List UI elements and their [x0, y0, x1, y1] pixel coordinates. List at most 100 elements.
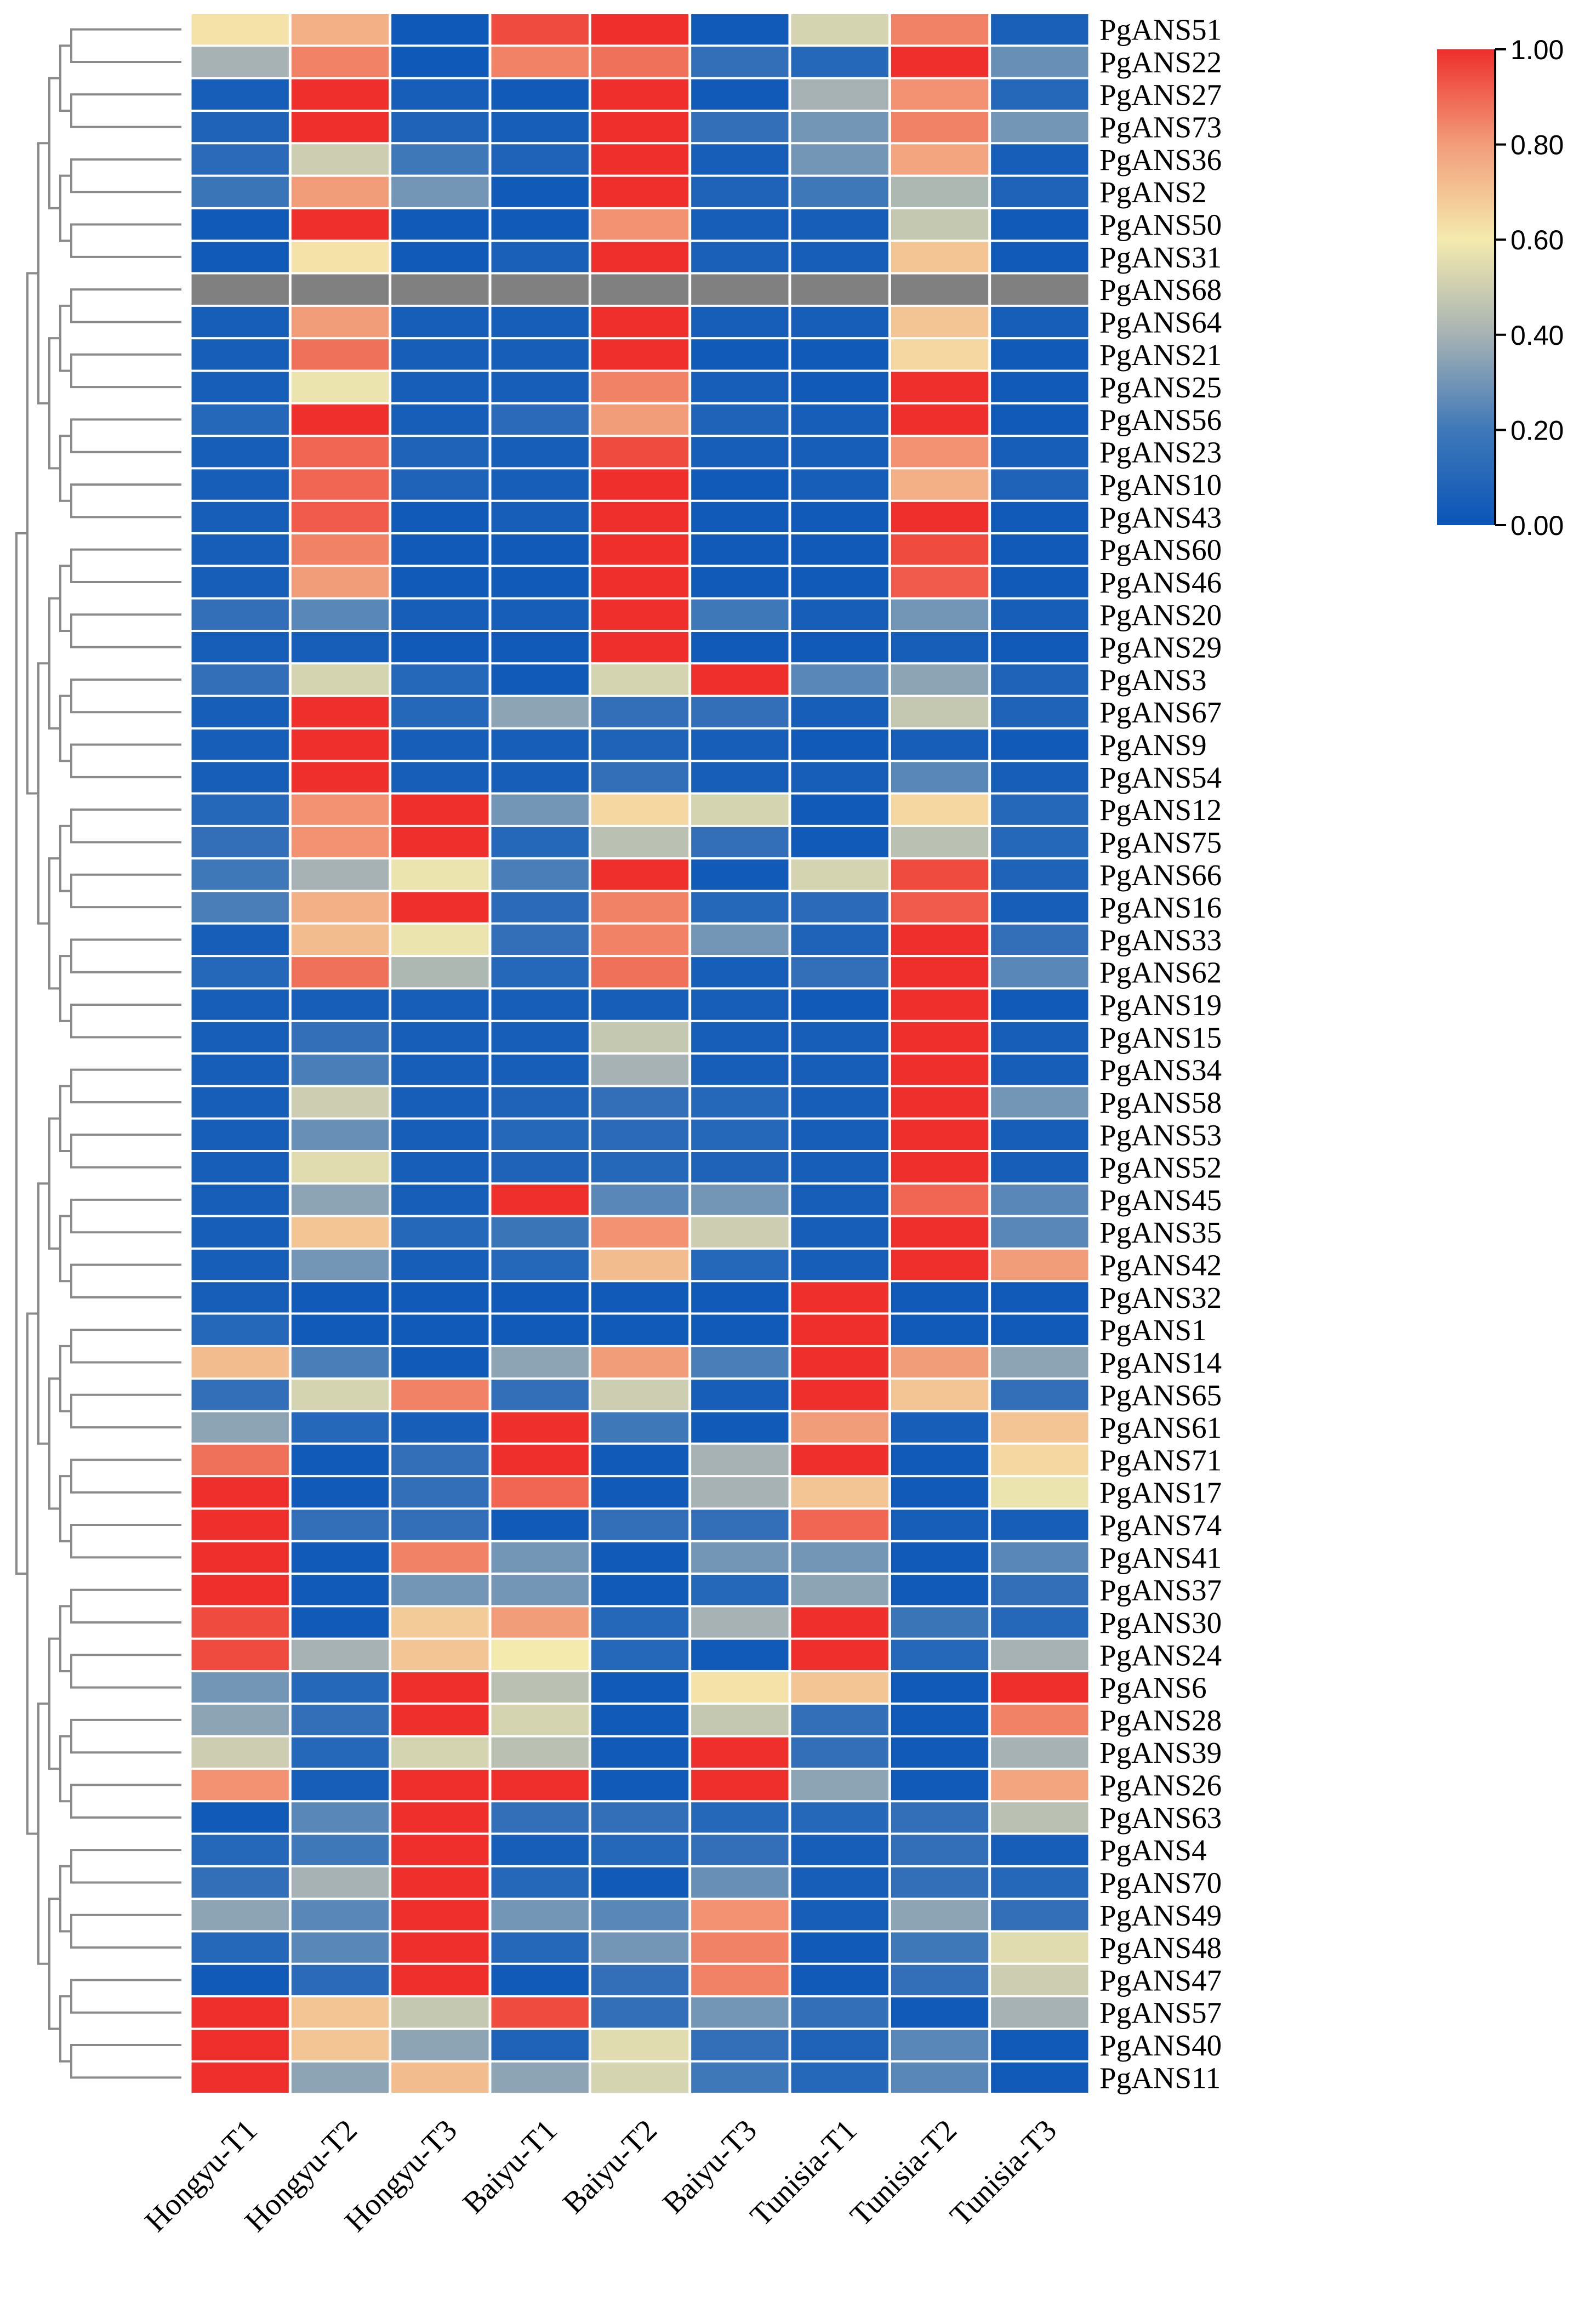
heatmap-cell: [790, 1931, 890, 1964]
heatmap-cell: [190, 143, 290, 176]
heatmap-cell: [390, 923, 491, 956]
heatmap-cell: [390, 1866, 491, 1899]
heatmap-cell: [689, 2061, 790, 2094]
heatmap-cell: [390, 1021, 491, 1054]
heatmap-cell: [490, 1768, 590, 1802]
heatmap-cell: [689, 338, 790, 371]
row-label: PgANS37: [1099, 1574, 1222, 1607]
heatmap-cell: [190, 663, 290, 697]
heatmap-cell: [790, 761, 890, 794]
heatmap-cell: [190, 1833, 290, 1867]
heatmap-cell: [689, 1606, 790, 1639]
heatmap-cell: [290, 1086, 391, 1119]
heatmap-cell: [590, 371, 691, 404]
heatmap-cell: [290, 1313, 391, 1347]
heatmap-cell: [490, 403, 590, 436]
heatmap-cell: [490, 1606, 590, 1639]
heatmap-cell: [390, 1346, 491, 1379]
heatmap-cell: [190, 1574, 290, 1607]
heatmap-cell: [890, 403, 990, 436]
heatmap-cell: [689, 2029, 790, 2062]
heatmap-cell: [590, 1346, 691, 1379]
heatmap-cell: [890, 1021, 990, 1054]
heatmap-cell: [290, 533, 391, 566]
heatmap-cell: [390, 1574, 491, 1607]
heatmap-cell: [190, 1411, 290, 1444]
heatmap-cell: [790, 175, 890, 209]
heatmap-cell: [989, 1574, 1090, 1607]
heatmap-cell: [590, 305, 691, 339]
heatmap-cell: [290, 1899, 391, 1932]
heatmap-cell: [989, 1183, 1090, 1217]
heatmap-cell: [689, 1183, 790, 1217]
heatmap-cell: [989, 1411, 1090, 1444]
dendrogram-branch: [26, 272, 38, 795]
heatmap-cell: [390, 1704, 491, 1737]
heatmap-cell: [790, 241, 890, 274]
column-label: Tunisia-T2: [843, 2113, 963, 2232]
heatmap-cell: [590, 858, 691, 891]
dendrogram-branch: [70, 1524, 181, 1559]
heatmap-cell: [590, 1704, 691, 1737]
heatmap-cell: [790, 825, 890, 859]
heatmap-cells: [190, 13, 1090, 2094]
heatmap-cell: [190, 13, 290, 46]
heatmap-cell: [790, 1411, 890, 1444]
heatmap-cell: [989, 45, 1090, 79]
heatmap-cell: [390, 208, 491, 241]
dendrogram-branch: [70, 353, 181, 389]
dendrogram-branch: [70, 158, 181, 193]
heatmap-cell: [390, 1183, 491, 1217]
row-label: PgANS30: [1099, 1606, 1222, 1639]
heatmap-cell: [790, 891, 890, 924]
heatmap-cell: [790, 1833, 890, 1867]
heatmap-cell: [290, 1671, 391, 1704]
heatmap-cell: [190, 1183, 290, 1217]
heatmap-cell: [290, 923, 391, 956]
heatmap-cell: [390, 13, 491, 46]
heatmap-cell: [390, 2029, 491, 2062]
dendrogram-branch: [48, 857, 60, 990]
row-label: PgANS57: [1099, 1996, 1222, 2030]
heatmap-cell: [989, 241, 1090, 274]
heatmap-cell: [689, 793, 790, 827]
column-label: Baiyu-T2: [556, 2113, 664, 2220]
dendrogram-branch: [48, 77, 60, 209]
heatmap-cell: [689, 1053, 790, 1086]
heatmap-cell: [989, 1704, 1090, 1737]
heatmap-cell: [989, 1118, 1090, 1152]
heatmap-cell: [490, 923, 590, 956]
heatmap-cell: [890, 338, 990, 371]
heatmap-cell: [890, 1866, 990, 1899]
dendrogram-branch: [15, 532, 27, 1575]
heatmap-cell: [689, 858, 790, 891]
dendrogram-branch: [59, 1475, 71, 1542]
heatmap-cell: [790, 338, 890, 371]
row-label: PgANS45: [1099, 1183, 1222, 1217]
heatmap-cell: [490, 858, 590, 891]
heatmap-cell: [890, 1801, 990, 1834]
heatmap-cell: [190, 500, 290, 534]
row-label: PgANS67: [1099, 696, 1222, 729]
heatmap-cell: [290, 1801, 391, 1834]
row-label: PgANS56: [1099, 403, 1222, 436]
heatmap-cell: [290, 1118, 391, 1152]
heatmap-cell: [890, 371, 990, 404]
heatmap-cell: [190, 1443, 290, 1477]
dendrogram-branch: [59, 44, 71, 112]
heatmap-cell: [890, 436, 990, 469]
heatmap-cell: [890, 598, 990, 631]
row-label: PgANS26: [1099, 1769, 1222, 1802]
row-label: PgANS62: [1099, 956, 1222, 989]
heatmap-cell: [689, 208, 790, 241]
heatmap-cell: [590, 500, 691, 534]
heatmap-cell: [190, 208, 290, 241]
heatmap-cell: [989, 891, 1090, 924]
heatmap-cell: [689, 825, 790, 859]
heatmap-cell: [290, 1541, 391, 1574]
heatmap-cell: [390, 891, 491, 924]
heatmap-cell: [590, 143, 691, 176]
heatmap-cell: [890, 500, 990, 534]
heatmap-cell: [290, 858, 391, 891]
row-label: PgANS24: [1099, 1638, 1222, 1672]
